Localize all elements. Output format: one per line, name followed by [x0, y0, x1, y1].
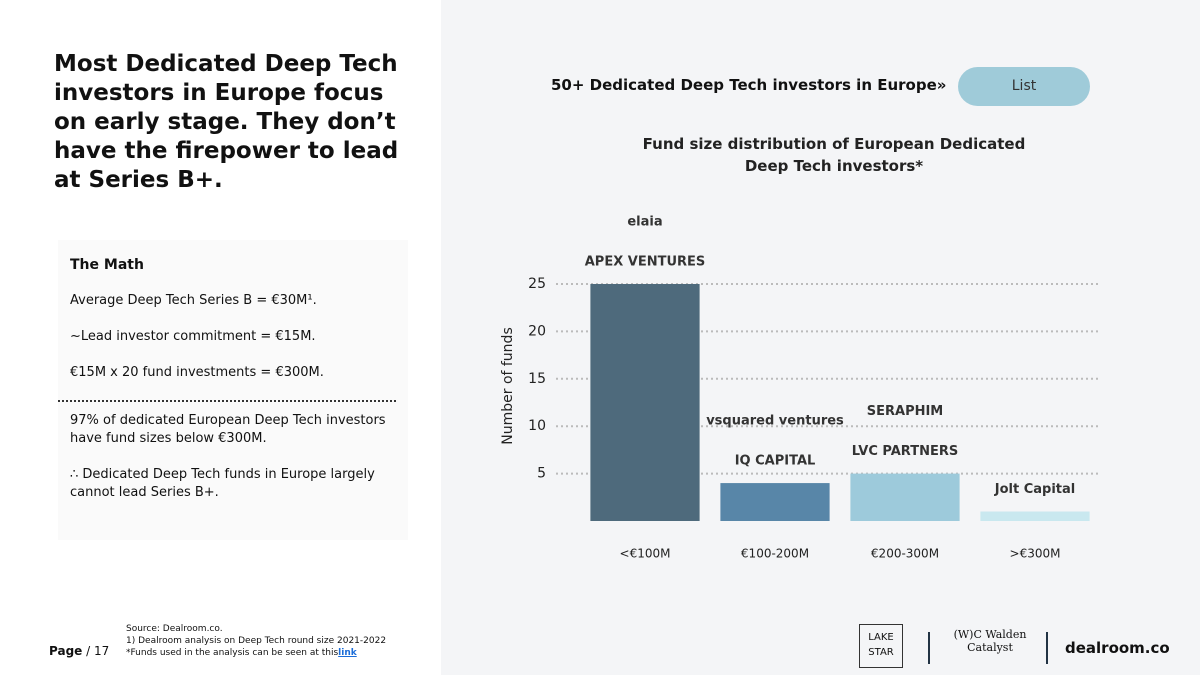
source: Source: Dealroom.co.	[126, 624, 223, 634]
x-tick-label: <€100M	[620, 547, 671, 561]
bar	[980, 511, 1090, 521]
math-card: The Math Average Deep Tech Series B = €3…	[58, 240, 408, 540]
divider	[1046, 632, 1048, 664]
bar	[850, 473, 960, 521]
list-button[interactable]: List	[958, 67, 1090, 106]
right-panel	[441, 0, 1200, 675]
y-tick-label: 10	[528, 418, 546, 434]
link[interactable]: link	[338, 648, 357, 658]
bar	[720, 483, 830, 521]
partner-logo: LAKE STAR	[859, 624, 903, 668]
investor-logo: LVC PARTNERS	[852, 444, 958, 459]
x-tick-label: €200-300M	[871, 547, 939, 561]
note: 1) Dealroom analysis on Deep Tech round …	[126, 636, 387, 646]
note: *Funds used in the analysis can be seen …	[126, 648, 339, 658]
investor-logo: elaia	[627, 215, 662, 230]
y-tick-label: 25	[528, 276, 546, 292]
note-wrap: *Funds used in the analysis can be seen …	[126, 647, 386, 659]
y-axis-label: Number of funds	[500, 327, 516, 445]
partner-logo: dealroom.co	[1065, 639, 1170, 657]
math-conclusion: 97% of dedicated European Deep Tech inve…	[70, 413, 386, 446]
headline: Most Dedicated Deep Tech investors in Eu…	[54, 51, 399, 193]
partner-logo: (W)C Walden Catalyst	[953, 628, 1027, 654]
y-tick-label: 5	[537, 466, 546, 482]
x-tick-label: >€300M	[1010, 547, 1061, 561]
page-total: / 17	[86, 644, 110, 658]
math-line: ~Lead investor commitment = €15M.	[70, 329, 316, 344]
y-tick-label: 20	[528, 323, 546, 339]
y-tick-label: 15	[528, 371, 546, 387]
page-number: Page / 17	[49, 644, 109, 658]
divider	[928, 632, 930, 664]
investor-logo: SERAPHIM	[867, 404, 944, 419]
investor-logo: IQ CAPITAL	[735, 454, 816, 469]
x-tick-label: €100-200M	[741, 547, 809, 561]
math-title: The Math	[70, 257, 144, 273]
investor-logo: vsquared ventures	[706, 414, 844, 429]
math-line: Average Deep Tech Series B = €30M¹.	[70, 293, 317, 308]
separator	[58, 400, 396, 402]
bar	[590, 284, 700, 521]
investor-logo: APEX VENTURES	[585, 255, 706, 270]
footnotes: Source: Dealroom.co. 1) Dealroom analysi…	[126, 623, 386, 659]
chart-title: Fund size distribution of European Dedic…	[643, 135, 1026, 175]
investor-logo: Jolt Capital	[994, 482, 1075, 497]
header-title: 50+ Dedicated Deep Tech investors in Eur…	[551, 76, 947, 94]
page-label: Page	[49, 644, 83, 658]
math-line: €15M x 20 fund investments = €300M.	[70, 365, 324, 380]
math-conclusion: ∴ Dedicated Deep Tech funds in Europe la…	[70, 467, 375, 500]
